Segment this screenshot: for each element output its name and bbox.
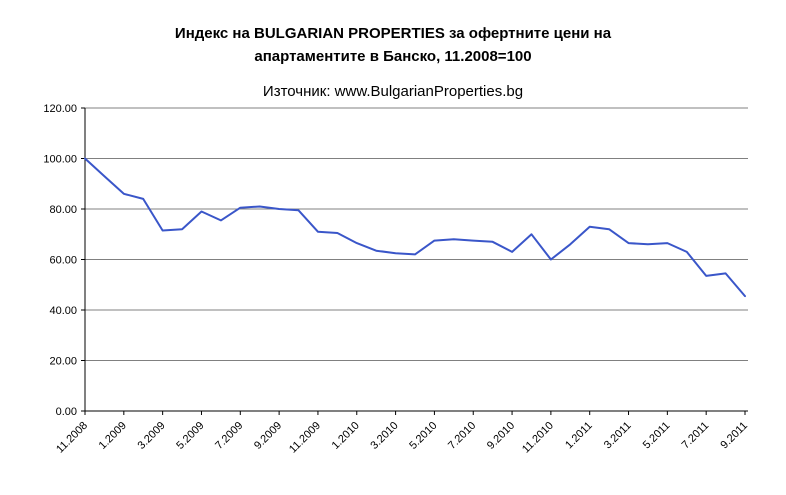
x-axis-label: 5.2009 (174, 419, 206, 451)
y-axis-label: 60.00 (49, 254, 77, 266)
x-axis-label: 7.2011 (680, 419, 712, 451)
x-axis-label: 9.2011 (718, 419, 750, 451)
x-axis-label: 3.2010 (368, 419, 400, 451)
x-axis-label: 5.2011 (641, 419, 673, 451)
x-axis-label: 9.2009 (252, 419, 284, 451)
x-axis-label: 11.2009 (287, 419, 323, 455)
line-chart: 0.00 20.00 40.00 60.00 80.00 100.00 120.00 11.2… (43, 103, 750, 456)
x-axis-label: 1.2009 (97, 419, 129, 451)
index-series-line (84, 157, 746, 297)
chart-subtitle: Източник: www.BulgarianProperties.bg (262, 82, 524, 100)
x-axis-label: 3.2011 (602, 419, 634, 451)
y-axis-label: 40.00 (49, 305, 77, 317)
y-axis-label: 100.00 (43, 153, 77, 165)
x-axis-label: 3.2009 (135, 419, 167, 451)
x-axis-label: 1.2011 (563, 419, 595, 451)
x-axis-label: 9.2010 (485, 419, 517, 451)
chart-title: Индекс на BULGARIAN PROPERTIES за офертн… (174, 25, 612, 66)
x-axis-label: 11.2008 (54, 419, 90, 455)
y-axis-label: 120.00 (43, 103, 77, 115)
x-axis-label: 1.2010 (330, 419, 362, 451)
x-axis-label: 11.2010 (520, 419, 556, 455)
y-axis-label: 0.00 (56, 406, 77, 418)
x-axis-label: 7.2010 (446, 419, 478, 451)
x-axis-label: 7.2009 (213, 419, 245, 451)
y-axis-label: 80.00 (49, 204, 77, 216)
y-axis-label: 20.00 (49, 355, 77, 367)
x-axis-label: 5.2010 (407, 419, 439, 451)
